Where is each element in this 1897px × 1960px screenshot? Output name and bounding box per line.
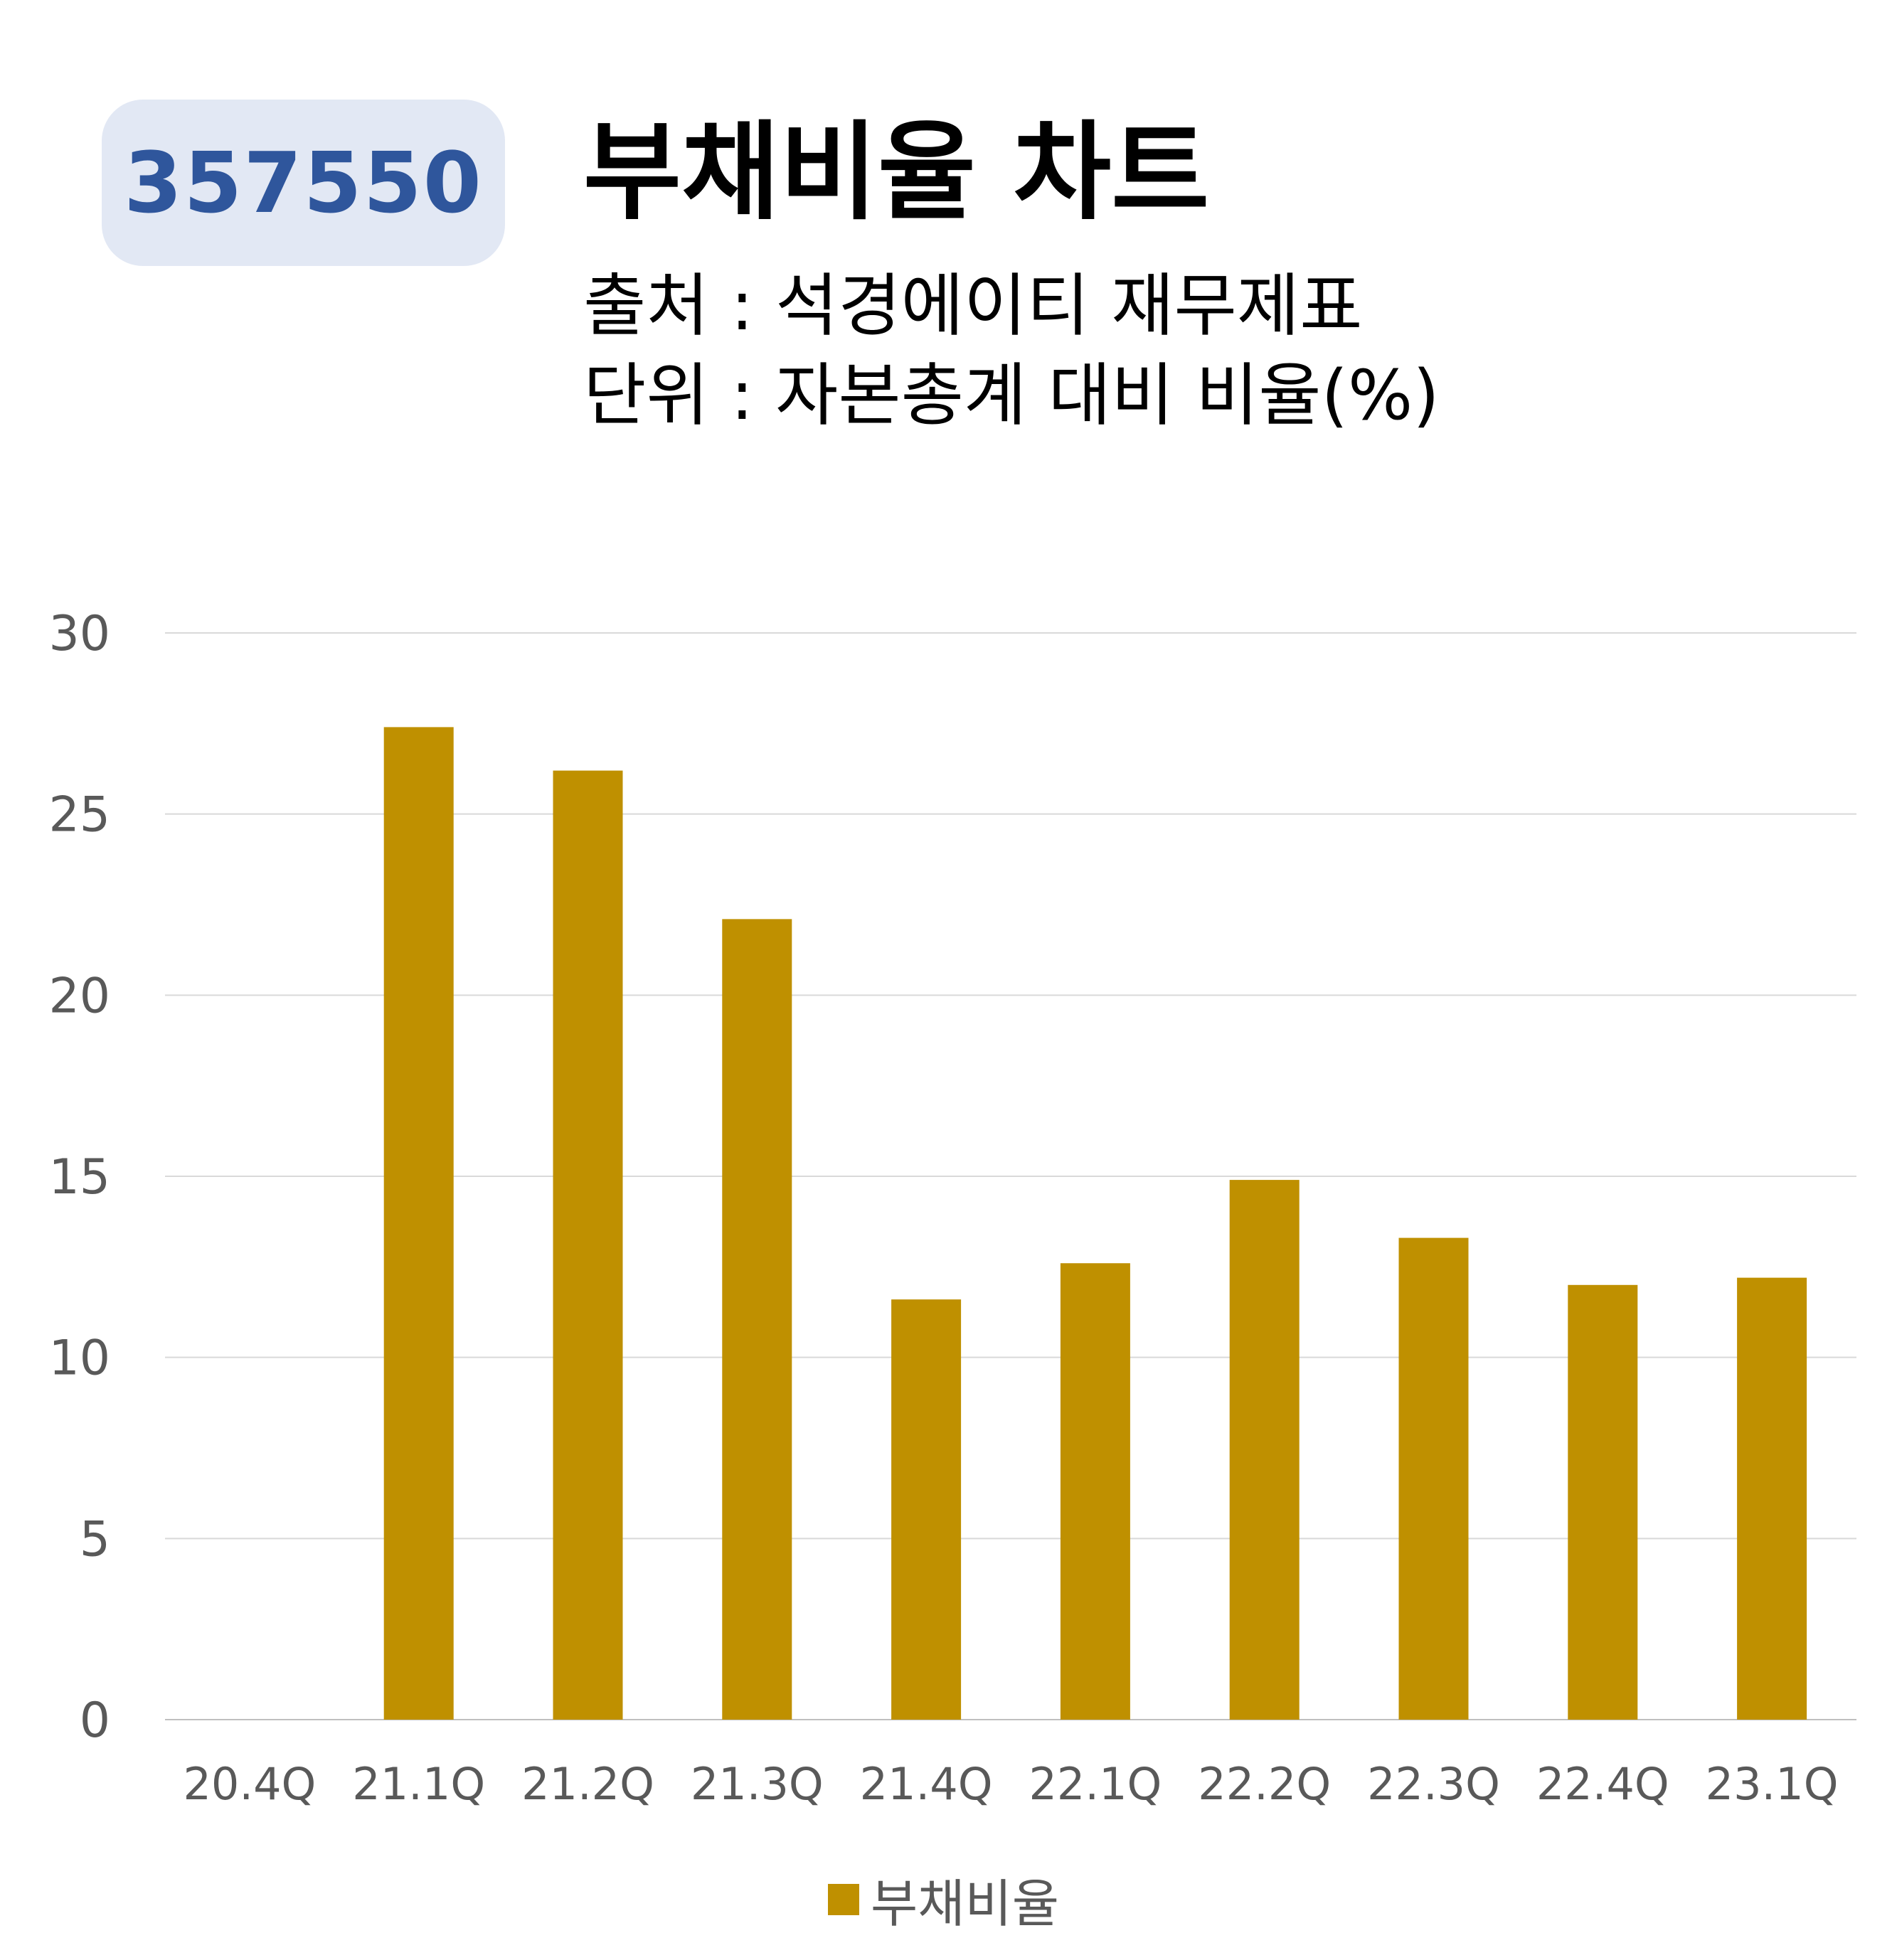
- ticker-badge: 357550: [102, 100, 505, 266]
- bar: [1229, 1180, 1300, 1720]
- y-tick-label: 25: [48, 787, 110, 843]
- bar: [891, 1299, 962, 1720]
- x-tick-label: 21.2Q: [521, 1758, 654, 1810]
- x-tick-label: 21.3Q: [691, 1758, 824, 1810]
- y-tick-label: 30: [48, 606, 110, 662]
- x-tick-label: 22.2Q: [1198, 1758, 1331, 1810]
- chart-title: 부채비율 차트: [583, 111, 1210, 235]
- legend-label: 부채비율: [871, 1874, 1059, 1934]
- x-tick-label: 22.1Q: [1029, 1758, 1162, 1810]
- y-tick-label: 20: [48, 968, 110, 1024]
- y-tick-label: 15: [48, 1149, 110, 1205]
- y-tick-label: 0: [80, 1693, 110, 1749]
- bar: [1737, 1277, 1807, 1720]
- unit-text: 단위 : 자본총계 대비 비율(%): [583, 356, 1440, 435]
- source-text: 출처 : 석경에이티 재무제표: [583, 266, 1363, 346]
- ticker-code: 357550: [124, 134, 483, 232]
- legend: 부채비율: [828, 1862, 1059, 1937]
- bar: [553, 770, 623, 1720]
- bar: [1568, 1284, 1638, 1720]
- x-tick-label: 20.4Q: [183, 1758, 316, 1810]
- bar: [1060, 1263, 1130, 1720]
- legend-swatch: [828, 1883, 859, 1915]
- bar: [1398, 1237, 1469, 1720]
- x-tick-label: 22.4Q: [1536, 1758, 1669, 1810]
- x-tick-label: 21.4Q: [860, 1758, 993, 1810]
- bar: [722, 919, 792, 1720]
- x-tick-label: 23.1Q: [1706, 1758, 1839, 1810]
- y-tick-label: 10: [48, 1331, 110, 1387]
- x-tick-label: 22.3Q: [1367, 1758, 1500, 1810]
- bar: [383, 727, 454, 1720]
- y-tick-label: 5: [80, 1511, 110, 1567]
- x-tick-label: 21.1Q: [352, 1758, 485, 1810]
